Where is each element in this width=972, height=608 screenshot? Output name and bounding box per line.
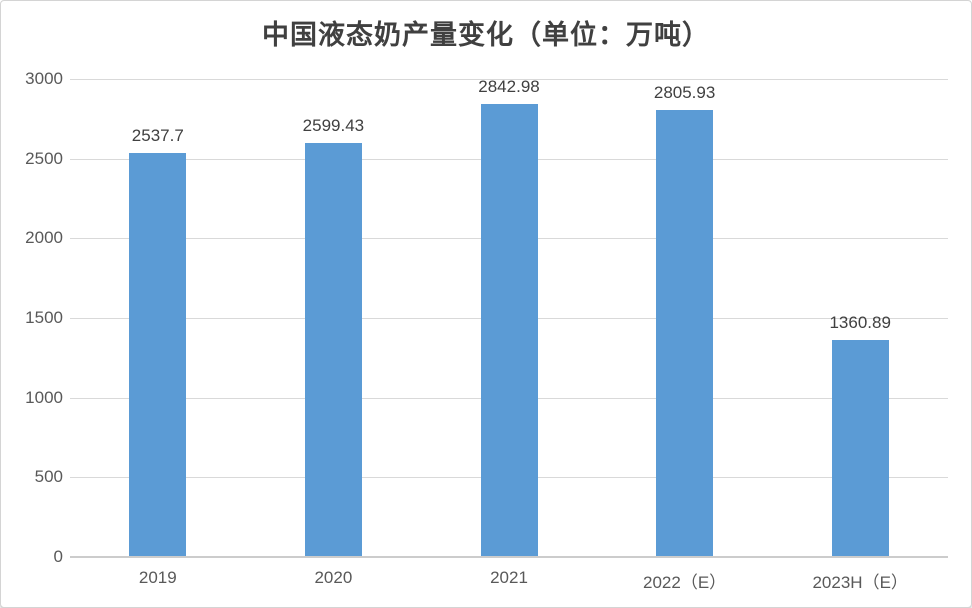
bar [129,152,187,557]
y-axis-tick-label: 0 [53,547,63,566]
y-axis-tick-label: 2500 [25,148,63,168]
bar-value-label: 2537.7 [131,125,184,145]
bar [480,104,538,557]
bar-value-label: 2599.43 [302,115,365,135]
x-axis-category-label: 2020 [314,568,353,587]
bar-value-label: 2805.93 [653,82,716,102]
x-axis-category-label: 2023H（E） [812,573,908,592]
gridline [70,79,948,80]
y-axis-tick-label: 500 [34,467,63,487]
y-axis-tick-label: 1500 [25,308,63,327]
x-axis-line [70,556,948,558]
x-axis-category-label: 2022（E） [643,573,727,592]
bar-value-label: 1360.89 [829,313,891,333]
x-axis-category-label: 2019 [138,568,177,587]
bar [656,109,714,557]
chart-title: 中国液态奶产量变化（单位：万吨） [262,20,710,50]
y-axis-tick-label: 3000 [25,69,63,88]
y-axis-tick-label: 1000 [25,387,63,407]
bar [831,340,889,557]
bar-value-label: 2842.98 [478,77,540,97]
bar [304,142,362,557]
x-axis-category-label: 2021 [490,568,528,587]
y-axis-tick-label: 2000 [25,228,63,248]
